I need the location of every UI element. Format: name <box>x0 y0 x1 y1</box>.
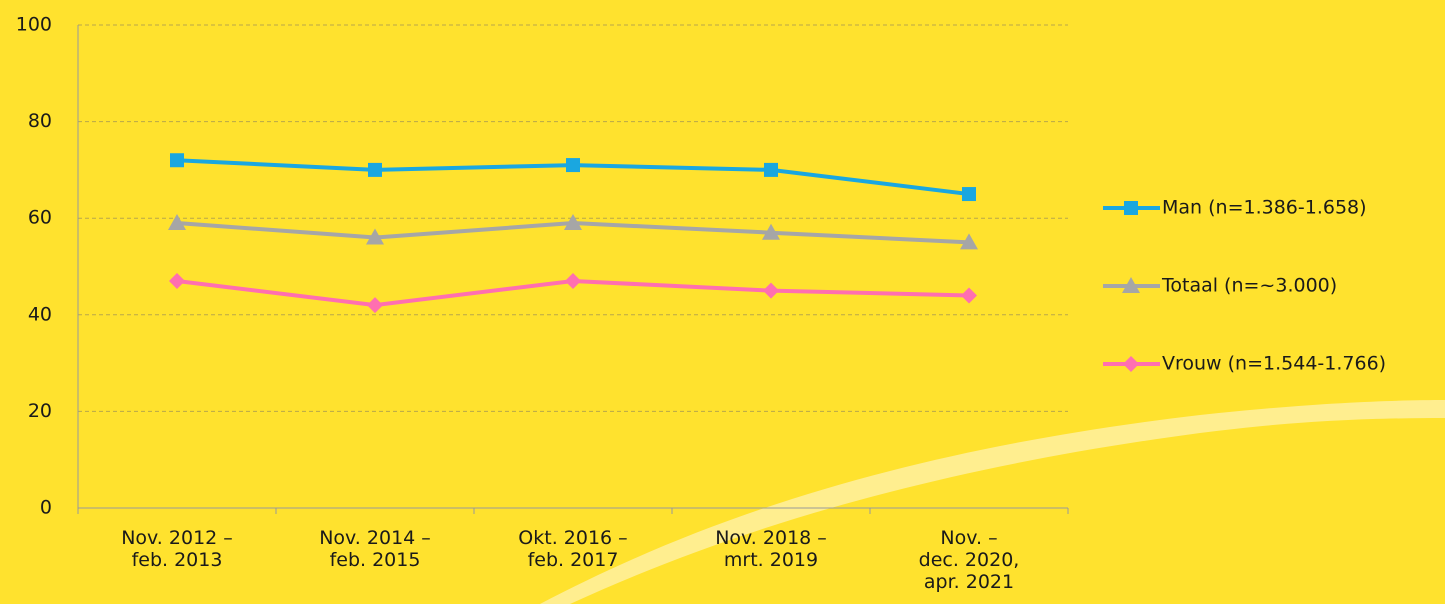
marker <box>566 158 580 172</box>
marker <box>764 163 778 177</box>
marker <box>368 163 382 177</box>
marker <box>763 283 779 299</box>
marker <box>961 287 977 303</box>
marker <box>962 187 976 201</box>
marker <box>367 297 383 313</box>
marker <box>170 153 184 167</box>
y-tick-label: 60 <box>28 207 52 229</box>
x-tick-label: Nov. 2014 –feb. 2015 <box>319 527 431 571</box>
legend-label: Man (n=1.386-1.658) <box>1162 197 1367 219</box>
x-tick-label: Nov. –dec. 2020,apr. 2021 <box>919 527 1020 593</box>
marker <box>565 273 581 289</box>
y-tick-label: 0 <box>40 497 52 519</box>
y-tick-label: 40 <box>28 303 52 325</box>
marker <box>169 273 185 289</box>
x-tick-label: Nov. 2012 –feb. 2013 <box>121 527 233 571</box>
legend-marker <box>1123 356 1139 372</box>
legend-label: Vrouw (n=1.544-1.766) <box>1162 353 1386 375</box>
y-tick-label: 80 <box>28 110 52 132</box>
y-tick-label: 100 <box>16 14 52 36</box>
x-tick-label: Okt. 2016 –feb. 2017 <box>518 527 627 571</box>
y-tick-label: 20 <box>28 400 52 422</box>
x-tick-label: Nov. 2018 –mrt. 2019 <box>715 527 827 571</box>
chart: 0 20 40 60 80 100 Nov. 2012 –feb. 2013 Nov. 201… <box>0 0 1445 604</box>
legend-marker <box>1124 201 1138 215</box>
legend-label: Totaal (n=~3.000) <box>1161 275 1337 297</box>
